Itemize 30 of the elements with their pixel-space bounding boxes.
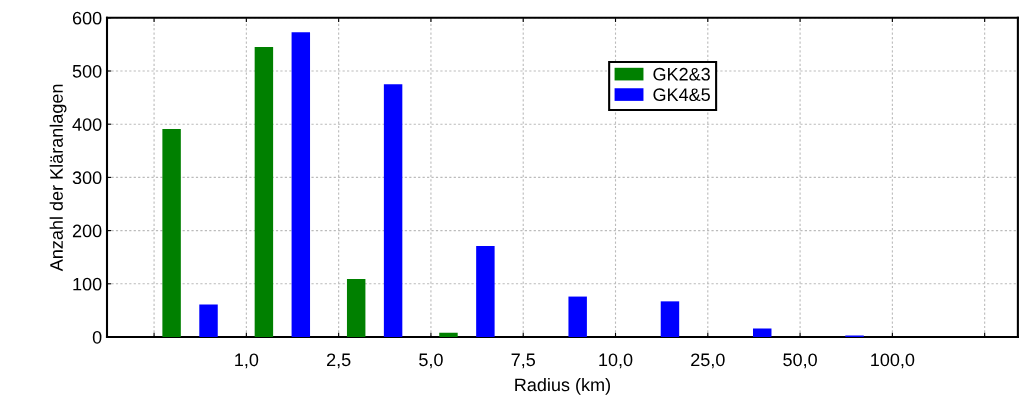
y-tick-label: 500	[72, 64, 102, 78]
text: 2,5	[327, 353, 351, 369]
y-tick-label: 200	[72, 224, 102, 238]
bar	[476, 246, 495, 337]
bar	[199, 304, 218, 337]
bar	[291, 32, 311, 337]
text: 7,5	[511, 353, 536, 369]
y-tick-label: 0	[92, 330, 102, 344]
y-tick-label: 600	[72, 11, 102, 25]
y-axis-title: Anzahl der Kläranlagen	[49, 84, 67, 272]
bar	[753, 328, 772, 337]
bar	[383, 84, 403, 337]
y-tick-label: 100	[73, 277, 102, 291]
text: 100,0	[871, 353, 915, 369]
bar	[568, 296, 587, 337]
text: 1,0	[235, 353, 259, 369]
y-tick-label: 300	[72, 171, 102, 185]
text: 25,0	[691, 353, 725, 369]
legend-label: GK2&3	[653, 67, 710, 81]
text: 50,0	[783, 353, 817, 369]
bar	[346, 279, 366, 337]
bar	[162, 128, 181, 337]
text: 10,0	[599, 353, 633, 369]
legend-label: GK4&5	[653, 88, 710, 102]
x-axis-title: Radius (km)	[515, 377, 610, 395]
y-tick-label: 400	[72, 118, 102, 131]
bar	[660, 301, 680, 337]
bar	[439, 332, 458, 337]
bar	[254, 47, 274, 337]
text: 5,0	[419, 353, 443, 369]
